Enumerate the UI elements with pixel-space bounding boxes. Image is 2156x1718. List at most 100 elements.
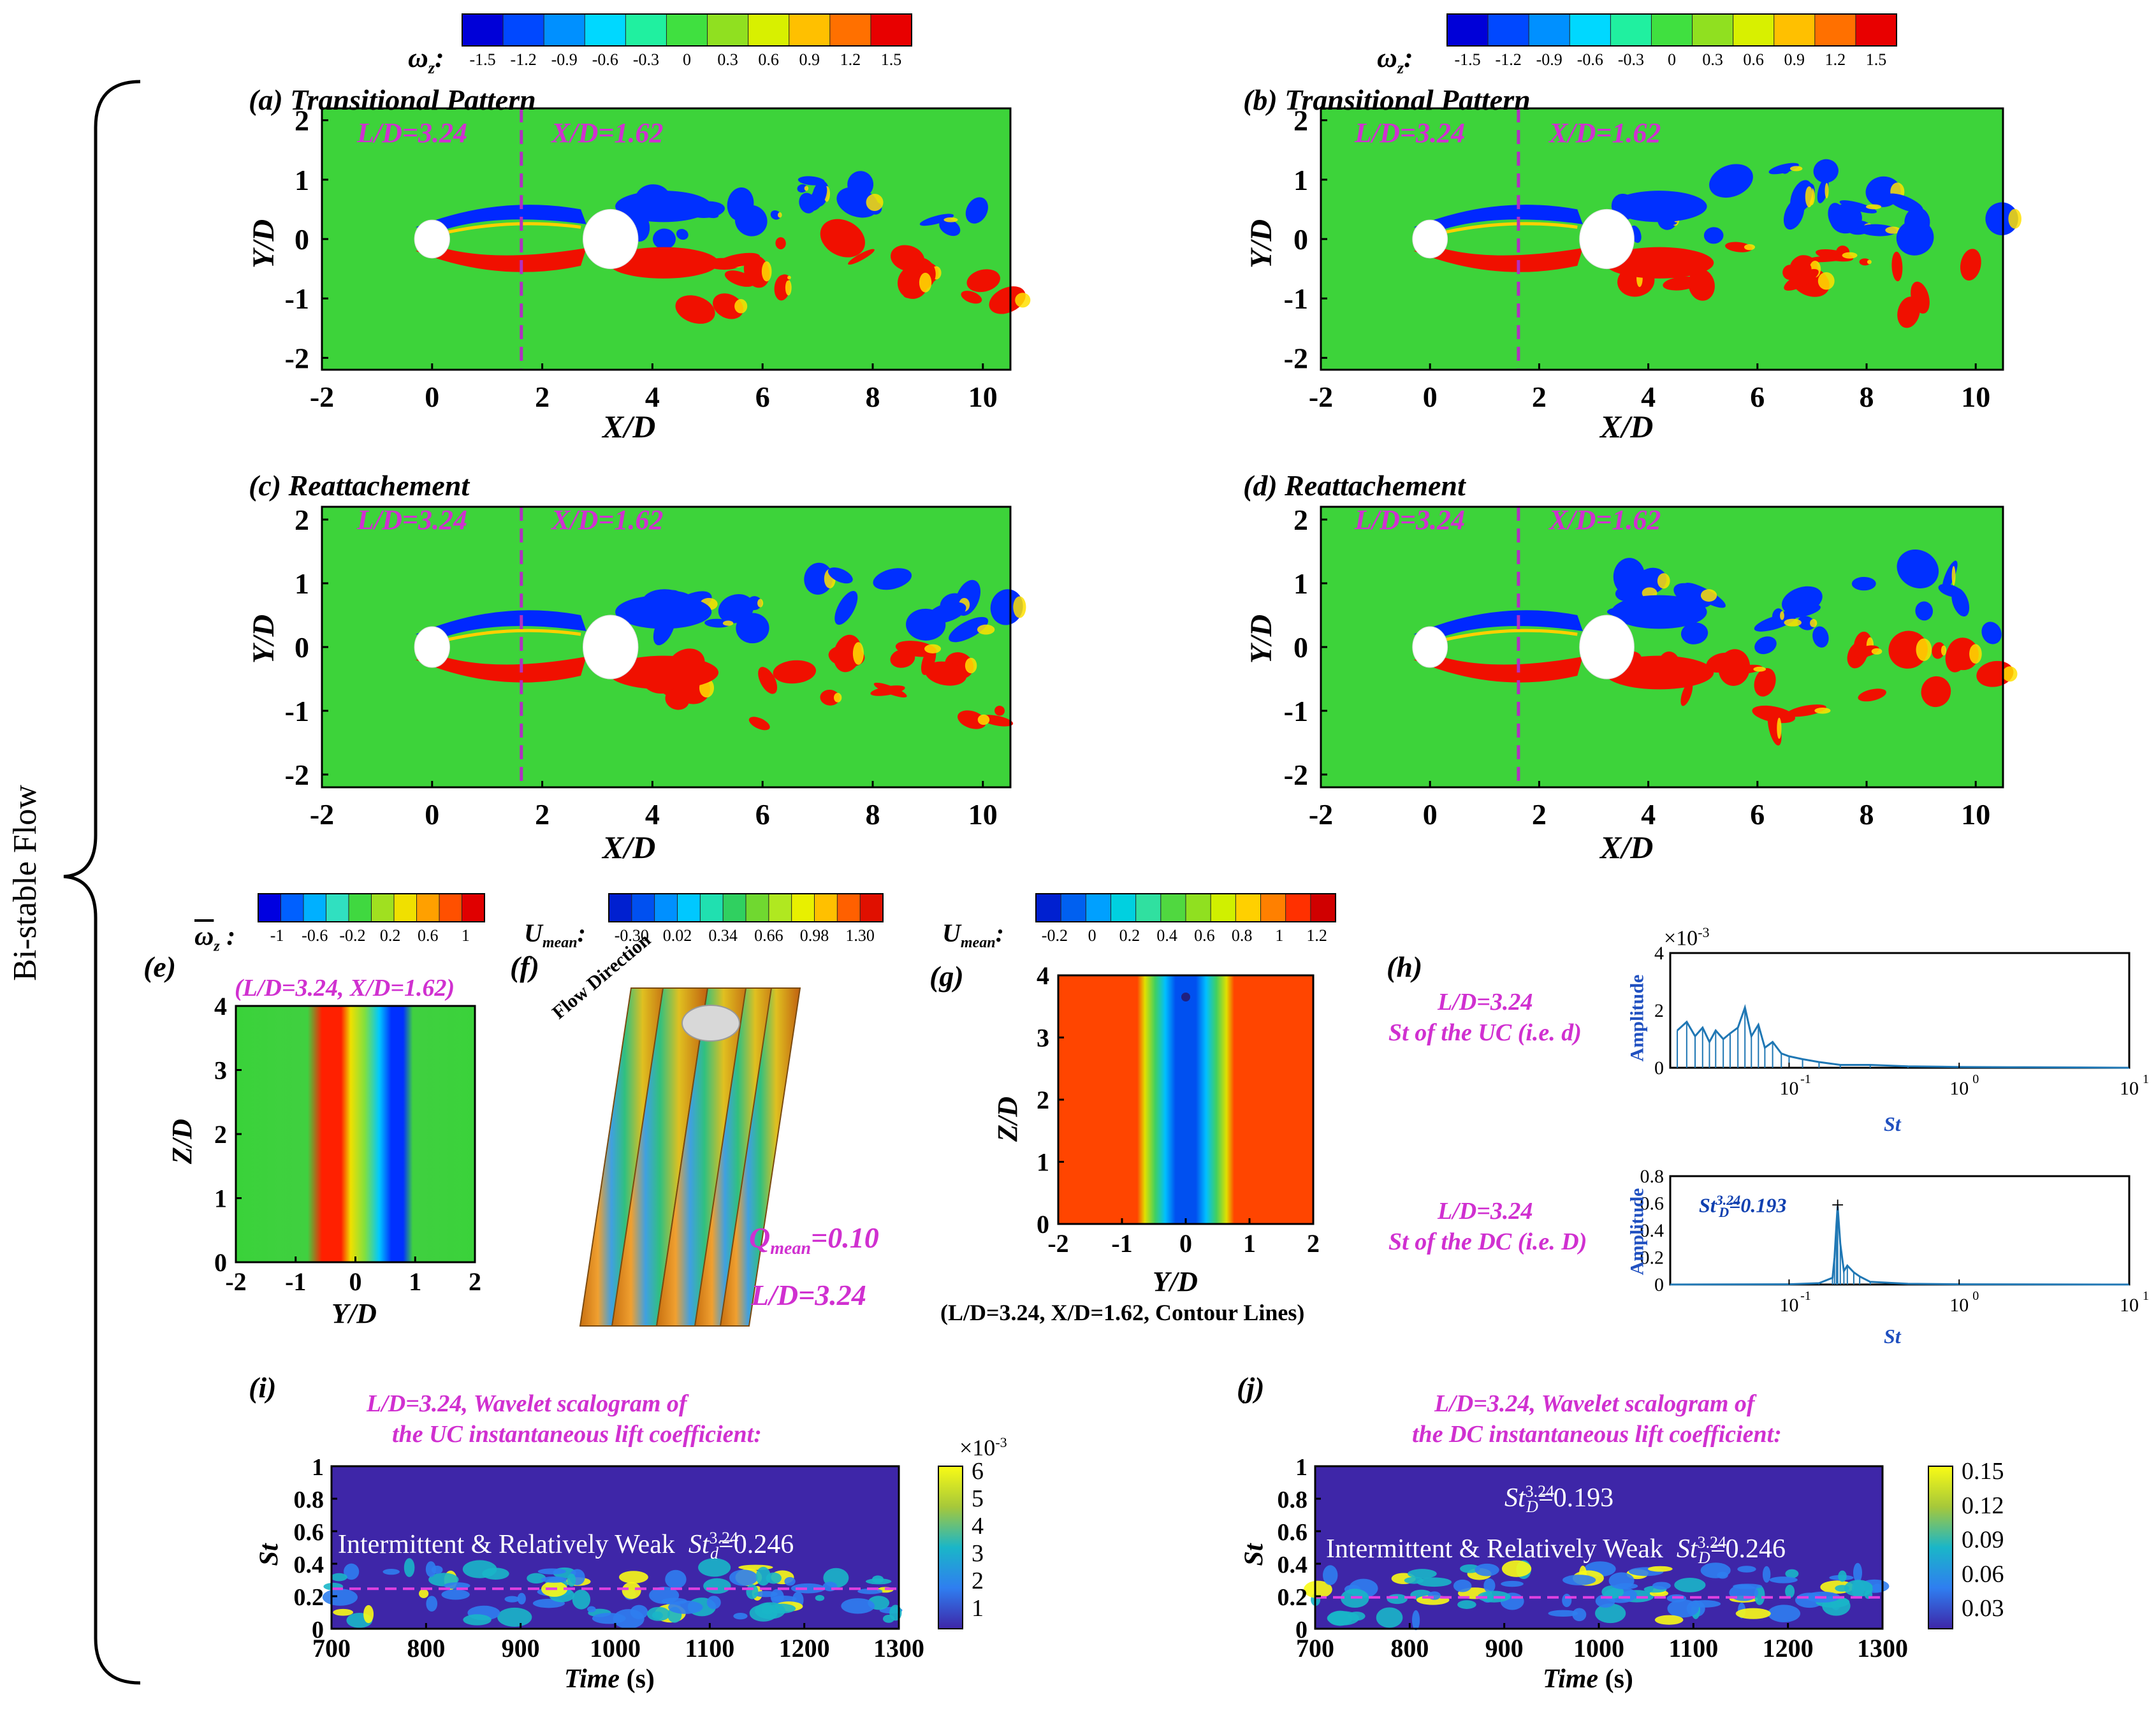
panel-b-vortex-pos <box>1960 249 1981 281</box>
panel-d-vortex-edge <box>1916 638 1932 661</box>
panel-i-energy-blob <box>482 1568 509 1580</box>
panel-b-vortex-neg <box>1858 224 1897 237</box>
panel-j-energy-blob <box>1853 1562 1863 1583</box>
panel-d-cylinder-upstream <box>1412 626 1448 668</box>
panel-i-field <box>331 1466 899 1629</box>
side-label: Bi-stable Flow <box>7 785 43 981</box>
panel-c-ytick-label: 0 <box>295 631 309 664</box>
panel-i-energy-blob <box>333 1608 354 1616</box>
panel-h-bot-ytick-label: 0.8 <box>1640 1166 1664 1187</box>
panel-i-energy-blob <box>698 1558 731 1577</box>
colorbar-umean-g-swatch <box>1285 893 1311 922</box>
panel-h-bot-l1: L/D=3.24 <box>1438 1198 1533 1225</box>
colorbar-omega-right-tick: 0.6 <box>1743 50 1764 69</box>
panel-c-ytick-label: 1 <box>295 567 309 600</box>
colorbar-umean-f-swatch <box>814 893 838 922</box>
panel-a-vortex-pos <box>713 293 744 319</box>
panel-a-vortex-edge <box>761 261 772 282</box>
panel-b-vortex-edge <box>1867 259 1872 265</box>
panel-a-vortex-neg <box>676 229 688 240</box>
panel-c-xtick-label: 8 <box>866 798 880 831</box>
panel-h-bot-xlabel: St <box>1884 1325 1901 1348</box>
panel-e-xtick-label: 2 <box>469 1267 481 1296</box>
panel-e-xtick-label: -2 <box>225 1267 246 1296</box>
panel-b-vortex-neg <box>1896 220 1934 256</box>
panel-d-xd: X/D=1.62 <box>1549 504 1661 535</box>
panel-c-vortex-neg <box>927 602 966 623</box>
panel-c-vortex-neg <box>834 590 858 625</box>
panel-j-energy-blob <box>1562 1594 1572 1608</box>
panel-i-energy-blob <box>322 1589 358 1606</box>
panel-c-ytick-label: -1 <box>285 695 309 727</box>
panel-a-ld: L/D=3.24 <box>357 117 467 149</box>
colorbar-omega-left-tick: -1.2 <box>511 50 537 69</box>
panel-j-ytick-label: 0.6 <box>1278 1519 1308 1546</box>
panel-j-energy-blob <box>1700 1562 1731 1578</box>
panel-g-ytick-label: 1 <box>1037 1148 1049 1177</box>
panel-d-xtick-label: 2 <box>1532 798 1547 831</box>
panel-d-xtick-label: 10 <box>1961 798 1990 831</box>
panel-g-ytick-label: 4 <box>1037 961 1049 990</box>
panel-c-ylabel: Y/D <box>247 614 281 664</box>
panel-b-vortex-neg <box>1768 163 1799 175</box>
colorbar-omega-mean-swatch <box>393 893 418 922</box>
panel-i-energy-blob <box>622 1582 641 1599</box>
panel-d-vortex-neg <box>1951 588 1970 617</box>
panel-h-top-xtick-exp: 1 <box>2143 1072 2149 1086</box>
panel-i-ytick-label: 1 <box>312 1454 324 1481</box>
panel-h-bot-ytick-label: 0 <box>1654 1274 1664 1295</box>
panel-e-caption: (L/D=3.24, X/D=1.62) <box>235 975 455 1001</box>
panel-b-ytick-label: -1 <box>1284 282 1308 315</box>
vortex-tube <box>719 987 801 1327</box>
panel-h-top-ytick-label: 4 <box>1654 943 1664 964</box>
colorbar-omega-left-swatch <box>625 13 667 47</box>
panel-d-vortex-neg <box>1754 636 1777 655</box>
panel-i-xtick-label: 700 <box>312 1634 351 1663</box>
panel-i-xtick-label: 1000 <box>590 1634 641 1663</box>
panel-h-top-frame <box>1669 952 2131 1069</box>
panel-a-vortex-neg <box>797 184 808 193</box>
panel-h-top-xlabel: St <box>1884 1112 1901 1135</box>
panel-a-shear-upper <box>415 205 586 231</box>
panel-b-vortex-pos <box>1859 258 1871 266</box>
panel-a-vortex-neg <box>727 187 754 221</box>
panel-c-xd: X/D=1.62 <box>551 504 664 535</box>
panel-a-vortex-neg <box>965 197 988 224</box>
colorbar-umean-f-frame <box>608 893 884 922</box>
panel-d-xtick-label: 6 <box>1750 798 1765 831</box>
panel-d-vortex-pos <box>1945 641 1967 673</box>
panel-a-vortex-neg <box>847 171 874 198</box>
panel-h-bot-ytick-label: 0.6 <box>1640 1193 1664 1214</box>
panel-i-colorbar-tick: 1 <box>972 1595 984 1622</box>
panel-i-xtick-label: 1300 <box>873 1634 924 1663</box>
panel-a-vortex-pos <box>716 252 761 268</box>
panel-i-energy-blob <box>706 1596 721 1610</box>
panel-j-energy-blob <box>1483 1578 1496 1593</box>
panel-j-energy-blob <box>1411 1610 1420 1631</box>
colorbar-omega-mean-tick: -1 <box>270 926 284 945</box>
panel-b-cylinder-downstream <box>1579 208 1635 270</box>
panel-j-energy-blob <box>1501 1580 1524 1587</box>
colorbar-omega-mean-swatch <box>462 893 485 922</box>
colorbar-omega-right-swatch <box>1528 13 1571 47</box>
panel-i-energy-blob <box>815 1594 825 1601</box>
colorbar-umean-g-tick: 0 <box>1088 926 1096 945</box>
panel-a-vortex-edge <box>919 272 932 293</box>
colorbar-omega-left-tick: 1.2 <box>840 50 861 69</box>
panel-d-ytick-label: 2 <box>1293 504 1308 536</box>
panel-c-vortex-pos <box>820 689 840 706</box>
panel-b-xtick-label: 10 <box>1961 381 1990 413</box>
panel-j-energy-blob <box>1652 1582 1671 1590</box>
panel-h-label: (h) <box>1387 950 1423 983</box>
colorbar-umean-f-swatch <box>677 893 701 922</box>
panel-b-vortex-neg <box>1703 227 1724 244</box>
panel-i-energy-blob <box>517 1592 526 1605</box>
panel-f-ld: L/D=3.24 <box>751 1279 866 1311</box>
panel-j-energy-blob <box>1327 1611 1359 1626</box>
cylinder-top <box>681 1005 740 1042</box>
panel-d-vortex-pos <box>1731 664 1763 674</box>
panel-j-energy-blob <box>1762 1566 1771 1583</box>
panel-e-label: (e) <box>143 950 177 983</box>
panel-b-xtick-label: 6 <box>1750 381 1765 413</box>
